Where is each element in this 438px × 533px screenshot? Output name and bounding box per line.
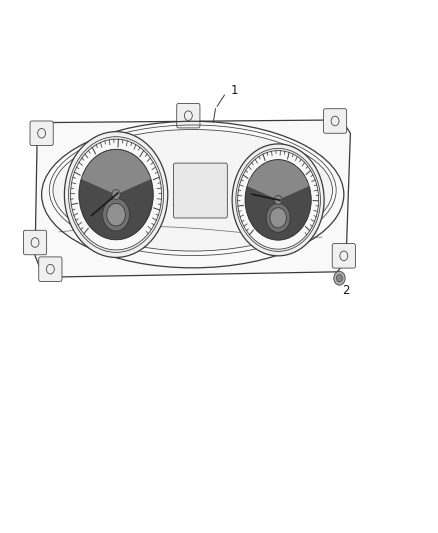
Circle shape [68,136,164,253]
FancyBboxPatch shape [39,257,62,281]
FancyBboxPatch shape [177,103,200,128]
Text: 1: 1 [230,84,238,97]
Circle shape [275,196,282,204]
Text: 2: 2 [342,284,350,297]
Circle shape [334,271,345,285]
Circle shape [236,148,321,252]
FancyBboxPatch shape [24,230,47,255]
Circle shape [232,144,324,256]
Circle shape [238,151,318,249]
Circle shape [336,274,343,282]
Circle shape [266,203,290,232]
Wedge shape [247,160,309,200]
Circle shape [79,149,153,240]
Circle shape [112,190,120,199]
FancyBboxPatch shape [332,244,356,268]
Circle shape [245,159,311,240]
Wedge shape [81,150,151,195]
Circle shape [64,132,168,257]
FancyBboxPatch shape [323,109,346,133]
Circle shape [102,198,130,231]
Circle shape [71,139,162,250]
Polygon shape [35,120,350,277]
Circle shape [107,204,125,226]
FancyBboxPatch shape [30,121,53,146]
Circle shape [270,208,286,228]
FancyBboxPatch shape [173,163,227,218]
Ellipse shape [53,130,332,251]
